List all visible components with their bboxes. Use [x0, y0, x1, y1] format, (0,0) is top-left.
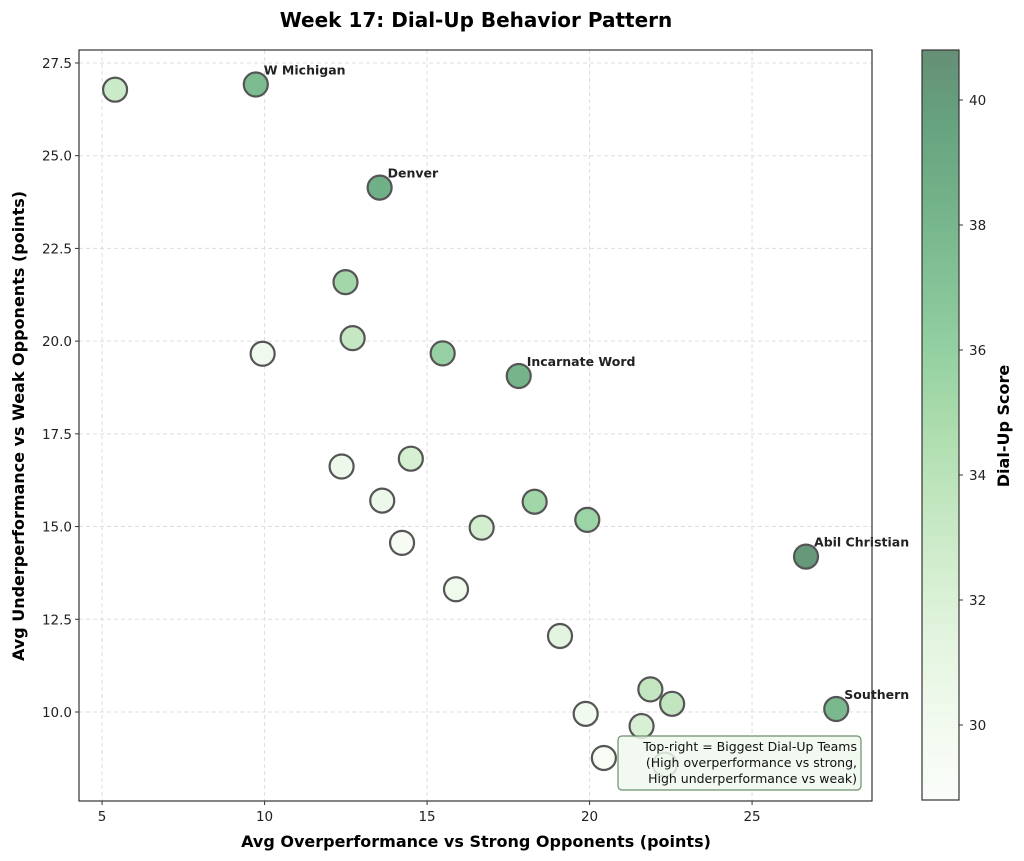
annotation-line: High underperformance vs weak): [648, 771, 857, 786]
colorbar-tick-label: 36: [969, 343, 986, 359]
x-axis-label: Avg Overperformance vs Strong Opponents …: [241, 832, 711, 851]
y-tick-label: 22.5: [42, 241, 72, 257]
x-tick-label: 15: [418, 809, 435, 825]
x-ticks: 5 10 15 20 25: [98, 801, 761, 825]
data-point: [468, 514, 495, 541]
point-labels: W Michigan Denver Incarnate Word Abil Chris…: [264, 62, 909, 702]
x-tick-label: 5: [98, 809, 107, 825]
colorbar-gradient: [921, 49, 960, 801]
x-tick-label: 20: [581, 809, 598, 825]
data-point: [442, 576, 470, 603]
data-point: [823, 695, 850, 723]
data-point: [628, 712, 655, 740]
annotation-line: (High overperformance vs strong,: [646, 755, 857, 770]
data-point: [339, 325, 366, 352]
data-point: [242, 71, 269, 98]
data-point: [546, 622, 574, 650]
y-tick-label: 12.5: [42, 612, 72, 628]
data-point: [397, 445, 424, 472]
y-ticks: 10.0 12.5 15.0 17.5 20.0 22.5 25.0 27.5: [42, 56, 79, 721]
colorbar-label: Dial-Up Score: [994, 365, 1013, 488]
y-tick-label: 17.5: [42, 427, 72, 443]
point-label: Abil Christian: [814, 535, 909, 550]
annotation-line: Top-right = Biggest Dial-Up Teams: [642, 739, 857, 754]
annotation-frame: [617, 735, 862, 791]
y-tick-label: 25.0: [42, 149, 72, 165]
point-label: Southern: [844, 687, 909, 702]
y-axis-label: Avg Underperformance vs Weak Opponents (…: [9, 191, 28, 661]
data-point: [332, 269, 359, 296]
data-point: [429, 340, 456, 367]
y-tick-label: 15.0: [42, 520, 72, 536]
point-label: Denver: [388, 166, 439, 181]
data-point: [249, 340, 276, 367]
y-tick-label: 20.0: [42, 334, 72, 350]
y-tick-label: 10.0: [42, 705, 72, 721]
data-point: [101, 76, 129, 103]
colorbar-tick-label: 32: [969, 593, 986, 609]
data-point: [572, 700, 599, 727]
data-point: [366, 174, 393, 201]
points-layer: [101, 71, 850, 778]
chart-title: Week 17: Dial-Up Behavior Pattern: [280, 8, 673, 32]
x-tick-label: 10: [256, 809, 273, 825]
colorbar-tick-label: 40: [969, 93, 986, 109]
data-point: [637, 676, 664, 703]
x-tick-label: 25: [743, 809, 760, 825]
data-point: [388, 529, 416, 556]
colorbar-tick-label: 34: [969, 468, 986, 484]
grid: [79, 50, 872, 801]
data-point: [328, 453, 355, 480]
colorbar-tick-label: 30: [969, 718, 986, 734]
data-point: [792, 543, 820, 570]
y-tick-label: 27.5: [42, 56, 72, 72]
data-point: [369, 487, 396, 514]
point-label: Incarnate Word: [527, 354, 636, 369]
data-point: [505, 362, 532, 390]
annotation-box: Top-right = Biggest Dial-Up Teams(High o…: [617, 735, 862, 791]
colorbar-tick-label: 38: [969, 218, 986, 234]
data-point: [521, 488, 548, 515]
colorbar: 30 32 34 36 38 40: [921, 49, 986, 801]
data-point: [574, 506, 601, 533]
axes-frame: [78, 49, 873, 802]
point-label: W Michigan: [264, 62, 346, 77]
data-point: [659, 690, 686, 717]
data-point: [590, 744, 617, 772]
